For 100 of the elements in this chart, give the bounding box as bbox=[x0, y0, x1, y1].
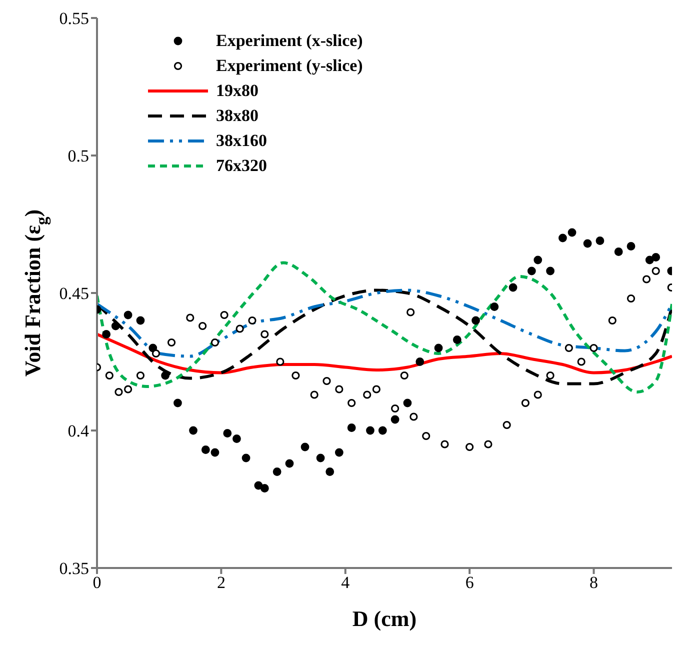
point bbox=[626, 294, 636, 303]
point bbox=[403, 398, 412, 408]
point bbox=[564, 344, 573, 352]
point bbox=[652, 266, 660, 276]
point bbox=[558, 234, 567, 242]
point bbox=[390, 415, 400, 424]
point bbox=[391, 404, 400, 413]
point bbox=[201, 446, 210, 454]
point bbox=[363, 390, 372, 399]
point bbox=[136, 316, 145, 325]
point bbox=[242, 454, 250, 462]
point bbox=[484, 440, 492, 448]
point bbox=[406, 308, 415, 316]
point bbox=[642, 275, 651, 284]
point bbox=[260, 330, 269, 338]
x-tick-label: 0 bbox=[92, 573, 102, 592]
point bbox=[508, 283, 518, 292]
legend-label: 76x320 bbox=[216, 156, 267, 176]
legend-label: 19x80 bbox=[216, 80, 258, 100]
point bbox=[326, 468, 334, 476]
point bbox=[577, 358, 586, 366]
point bbox=[596, 236, 604, 245]
point bbox=[534, 390, 542, 399]
point bbox=[372, 385, 380, 394]
line-series bbox=[97, 332, 672, 374]
point bbox=[223, 429, 232, 438]
point bbox=[568, 228, 576, 237]
line-series bbox=[97, 261, 672, 394]
legend-label: 38x160 bbox=[216, 130, 267, 150]
point bbox=[583, 239, 592, 248]
x-tick-label: 8 bbox=[590, 573, 598, 592]
point bbox=[348, 398, 356, 408]
point bbox=[232, 434, 241, 443]
point bbox=[608, 316, 616, 325]
line-series bbox=[97, 288, 672, 358]
point bbox=[400, 371, 408, 380]
point bbox=[105, 371, 114, 380]
point bbox=[334, 448, 344, 457]
x-tick-label: 4 bbox=[341, 573, 350, 592]
point bbox=[189, 426, 198, 435]
point bbox=[102, 330, 111, 338]
y-tick-label: 0.55 bbox=[59, 9, 89, 28]
point bbox=[590, 344, 598, 352]
x-tick-label: 2 bbox=[216, 573, 226, 592]
point bbox=[546, 371, 554, 380]
point bbox=[300, 442, 310, 452]
y-tick-label: 0.45 bbox=[59, 284, 89, 304]
point bbox=[124, 385, 132, 394]
point bbox=[161, 371, 170, 380]
point bbox=[285, 459, 294, 468]
point bbox=[410, 412, 418, 421]
point bbox=[310, 390, 318, 399]
point bbox=[527, 266, 536, 276]
y-tick-label: 0.5 bbox=[68, 146, 89, 166]
point bbox=[276, 358, 284, 366]
point bbox=[466, 442, 474, 452]
point bbox=[236, 324, 244, 333]
point bbox=[490, 302, 499, 311]
legend-label: 38x80 bbox=[216, 106, 258, 126]
point bbox=[440, 440, 449, 448]
point bbox=[322, 376, 331, 386]
point bbox=[210, 448, 220, 457]
point bbox=[422, 432, 430, 440]
point bbox=[272, 468, 282, 476]
point bbox=[614, 248, 623, 256]
point bbox=[292, 371, 300, 380]
point bbox=[416, 358, 424, 366]
point bbox=[452, 336, 462, 344]
point bbox=[198, 322, 207, 330]
point bbox=[472, 316, 480, 325]
point bbox=[248, 316, 256, 325]
point bbox=[152, 349, 160, 358]
point bbox=[502, 420, 511, 430]
point bbox=[220, 310, 228, 320]
point bbox=[316, 454, 325, 462]
x-axis-title: D (cm) bbox=[352, 606, 417, 631]
point bbox=[111, 322, 120, 330]
point bbox=[534, 256, 542, 264]
point bbox=[521, 398, 530, 408]
point bbox=[186, 314, 194, 322]
point bbox=[335, 385, 344, 394]
point bbox=[652, 253, 660, 262]
point bbox=[174, 398, 182, 408]
point bbox=[167, 338, 176, 347]
point bbox=[210, 338, 220, 347]
point bbox=[378, 426, 387, 435]
point bbox=[347, 424, 356, 432]
point bbox=[546, 266, 554, 276]
point bbox=[136, 371, 145, 380]
point bbox=[260, 484, 269, 492]
point bbox=[626, 242, 636, 250]
point bbox=[124, 310, 132, 320]
y-tick-label: 0.4 bbox=[68, 422, 90, 441]
point bbox=[366, 426, 374, 435]
point bbox=[114, 388, 123, 396]
legend-label: Experiment (x-slice) bbox=[216, 30, 363, 50]
point bbox=[434, 344, 443, 352]
y-tick-label: 0.35 bbox=[59, 559, 89, 578]
legend-label: Experiment (y-slice) bbox=[216, 56, 363, 76]
x-tick-label: 6 bbox=[465, 573, 474, 592]
